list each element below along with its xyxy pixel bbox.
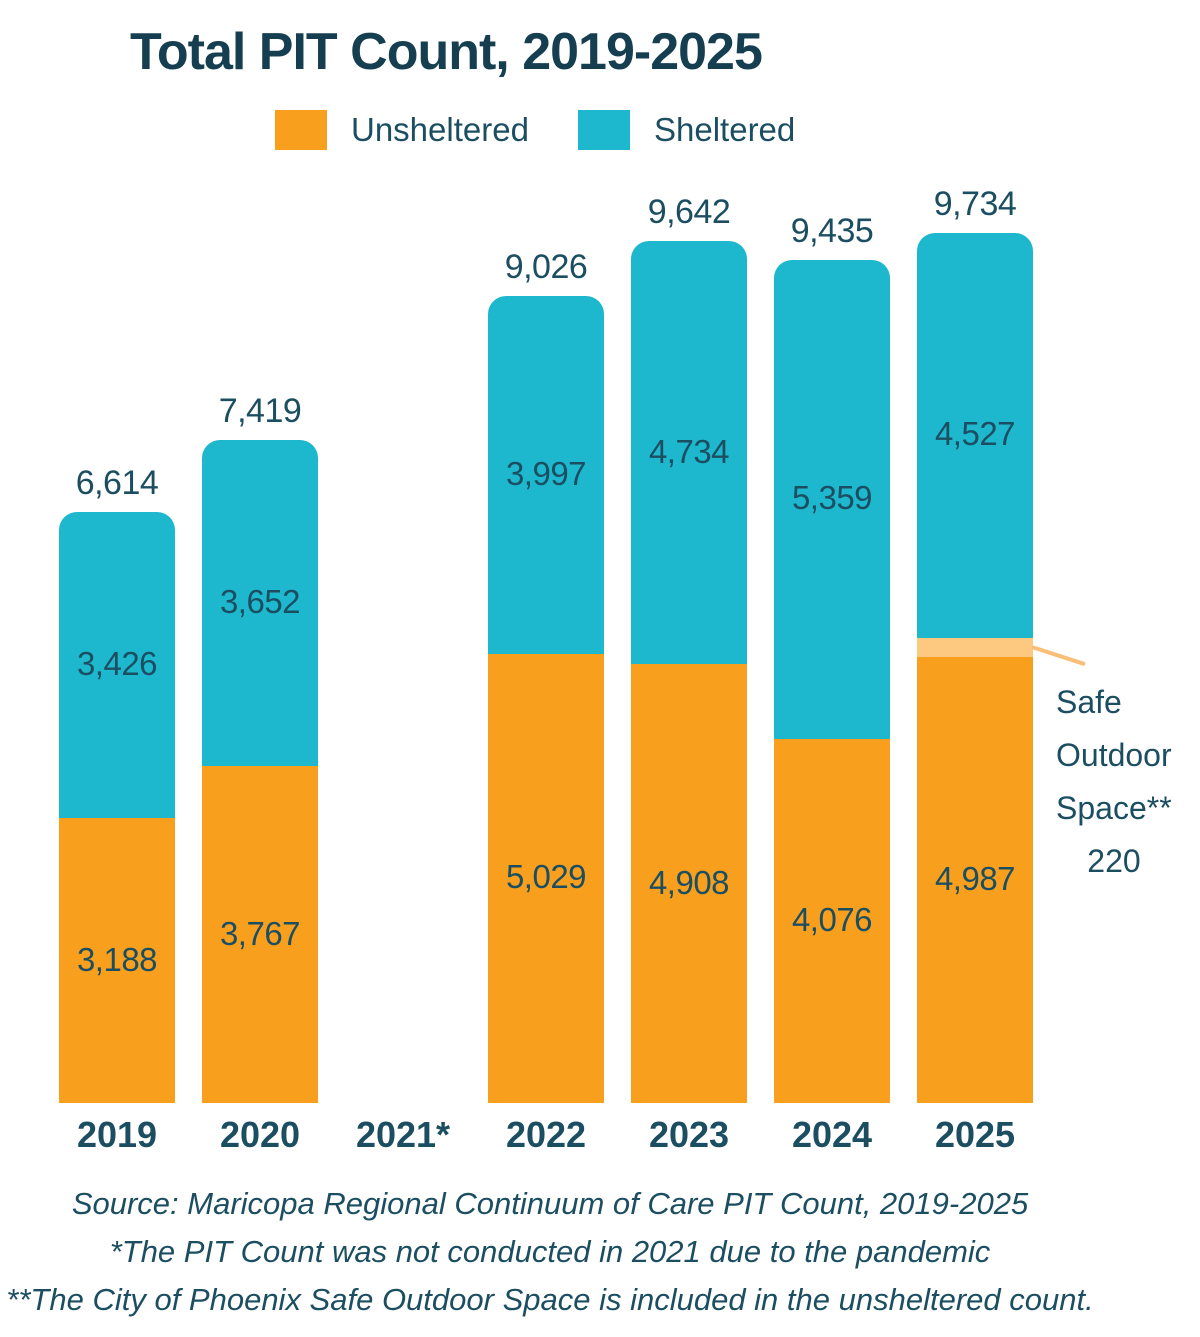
x-axis-label-2020: 2020	[219, 1114, 301, 1155]
legend-label-sheltered: Sheltered	[654, 111, 796, 148]
bar-segment-sheltered-2019	[59, 511, 175, 819]
bar-segment-unsheltered-2022	[488, 653, 604, 1103]
chart-legend: Unsheltered Sheltered	[0, 110, 1200, 158]
safe-outdoor-space-annotation: Safe Outdoor Space** 220	[1056, 676, 1188, 888]
total-label-2023: 9,642	[647, 193, 731, 232]
value-label-2023: 4,908	[648, 863, 730, 901]
bar-segment-sheltered-2025	[917, 233, 1033, 638]
x-axis-label-2024: 2024	[791, 1114, 873, 1155]
x-axis-label-2019: 2019	[76, 1114, 158, 1155]
total-label-2025: 9,734	[933, 185, 1017, 223]
x-axis-label-2023: 2023	[648, 1114, 730, 1155]
annotation-line: Space**	[1056, 790, 1172, 826]
legend-item-unsheltered: Unsheltered	[275, 110, 529, 150]
value-label-2020: 3,652	[219, 583, 301, 621]
legend-label-unsheltered: Unsheltered	[351, 111, 529, 148]
sheltered-legend-swatch	[578, 110, 630, 150]
bar-segment-unsheltered-2020	[202, 766, 318, 1103]
value-label-2019: 3,188	[76, 940, 158, 978]
bar-segment-sheltered-2022	[488, 296, 604, 654]
source-footnotes: Source: Maricopa Regional Continuum of C…	[0, 1180, 1100, 1324]
bar-segment-sheltered-2024	[774, 259, 890, 739]
value-label-2024: 4,076	[791, 900, 873, 938]
bar-segment-unsheltered-2024	[774, 738, 890, 1103]
total-label-2024: 9,435	[790, 211, 874, 250]
bar-segment-unsheltered-2025	[917, 657, 1033, 1103]
value-label-2019: 3,426	[76, 644, 158, 682]
annotation-value: 220	[1087, 843, 1141, 879]
value-label-2020: 3,767	[219, 914, 301, 952]
bar-segment-sheltered-2020	[202, 439, 318, 767]
annotation-line: Safe	[1056, 684, 1122, 720]
total-label-2019: 6,614	[75, 463, 159, 502]
bar-segment-unsheltered-2019	[59, 818, 175, 1103]
x-axis-label-2021: 2021*	[355, 1114, 451, 1155]
bar-segment-sheltered-2023	[631, 241, 747, 665]
value-label-2025: 4,987	[934, 860, 1016, 898]
bar-segment-safe-outdoor-space-2025	[917, 637, 1033, 658]
source-line: Source: Maricopa Regional Continuum of C…	[71, 1186, 1029, 1221]
unsheltered-legend-swatch	[275, 110, 327, 150]
value-label-2023: 4,734	[648, 432, 730, 470]
total-label-2022: 9,026	[504, 248, 588, 287]
value-label-2024: 5,359	[791, 479, 873, 517]
chart-title: Total PIT Count, 2019-2025	[130, 23, 763, 81]
x-axis-label-2022: 2022	[505, 1114, 587, 1155]
legend-item-sheltered: Sheltered	[578, 110, 795, 150]
value-label-2022: 3,997	[505, 454, 587, 492]
bar-segment-unsheltered-2023	[631, 664, 747, 1103]
annotation-line: Outdoor	[1056, 737, 1172, 773]
total-label-2020: 7,419	[218, 391, 302, 430]
value-label-2022: 5,029	[505, 858, 587, 896]
footnote-2021: *The PIT Count was not conducted in 2021…	[109, 1234, 991, 1269]
footnote-sos: **The City of Phoenix Safe Outdoor Space…	[6, 1282, 1094, 1317]
value-label-2025: 4,527	[934, 415, 1016, 453]
x-axis-label-2025: 2025	[934, 1114, 1016, 1155]
